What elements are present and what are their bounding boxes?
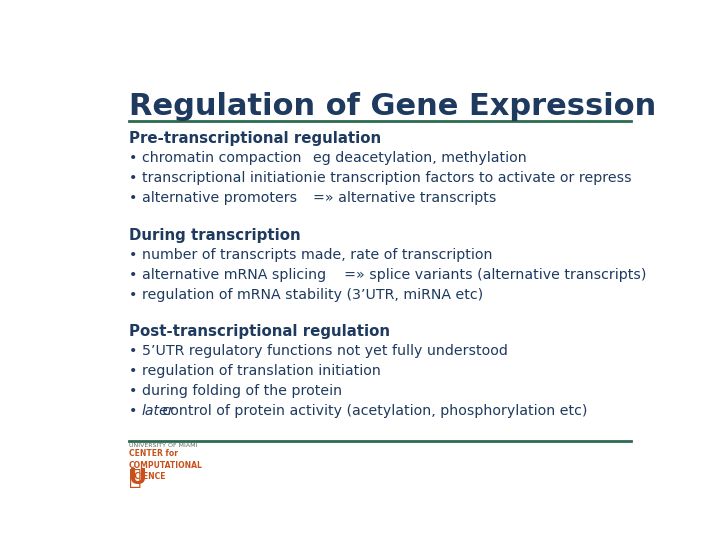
Text: transcriptional initiation: transcriptional initiation [142,171,312,185]
Text: •: • [129,288,138,302]
Text: •: • [129,151,138,165]
Text: Post-transcriptional regulation: Post-transcriptional regulation [129,324,390,339]
Text: chromatin compaction: chromatin compaction [142,151,302,165]
Text: eg deacetylation, methylation: eg deacetylation, methylation [313,151,527,165]
Text: During transcription: During transcription [129,228,301,243]
Text: during folding of the protein: during folding of the protein [142,384,342,398]
Text: •: • [129,384,138,398]
Text: number of transcripts made, rate of transcription: number of transcripts made, rate of tran… [142,248,492,262]
Text: UNIVERSITY OF MIAMI: UNIVERSITY OF MIAMI [129,443,197,448]
Text: •: • [129,268,138,282]
Text: regulation of mRNA stability (3’UTR, miRNA etc): regulation of mRNA stability (3’UTR, miR… [142,288,483,302]
Text: alternative mRNA splicing    =» splice variants (alternative transcripts): alternative mRNA splicing =» splice vari… [142,268,647,282]
Text: 5’UTR regulatory functions not yet fully understood: 5’UTR regulatory functions not yet fully… [142,344,508,358]
Text: •: • [129,404,138,418]
Text: CENTER for
COMPUTATIONAL
SCIENCE: CENTER for COMPUTATIONAL SCIENCE [129,449,203,481]
Text: •: • [129,248,138,262]
Text: •: • [129,191,138,205]
Text: ie transcription factors to activate or repress: ie transcription factors to activate or … [313,171,632,185]
Text: Regulation of Gene Expression: Regulation of Gene Expression [129,92,657,121]
Text: •: • [129,364,138,378]
Text: Pre-transcriptional regulation: Pre-transcriptional regulation [129,131,381,146]
Text: later: later [142,404,174,418]
Text: =» alternative transcripts: =» alternative transcripts [313,191,497,205]
Text: •: • [129,344,138,358]
Text: 🖅: 🖅 [129,468,142,488]
Text: regulation of translation initiation: regulation of translation initiation [142,364,381,378]
Text: •: • [129,171,138,185]
Text: control of protein activity (acetylation, phosphorylation etc): control of protein activity (acetylation… [158,404,588,418]
Text: U: U [129,468,147,488]
Text: alternative promoters: alternative promoters [142,191,297,205]
